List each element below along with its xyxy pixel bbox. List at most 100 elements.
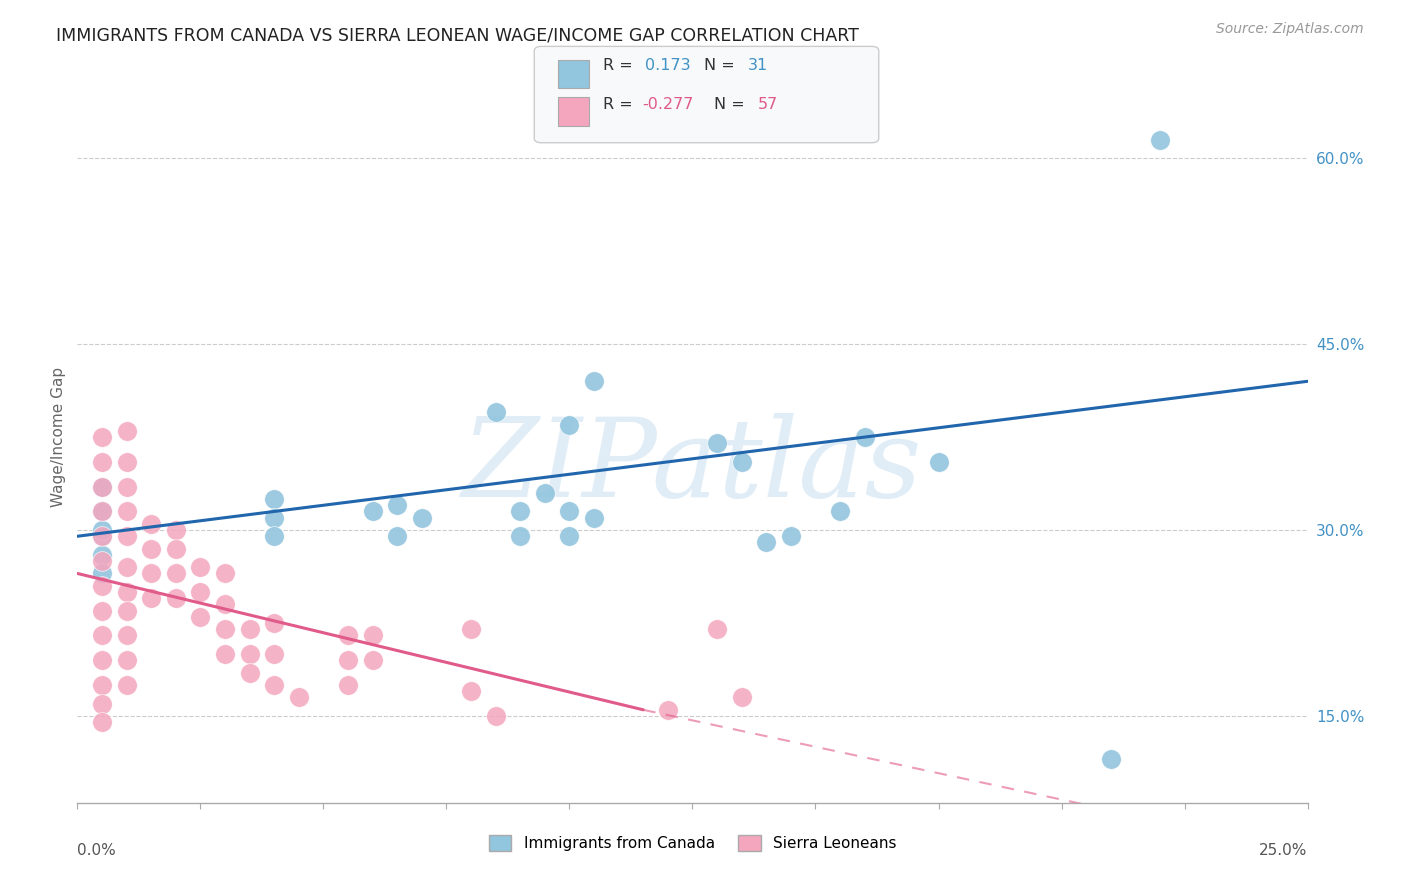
Point xyxy=(583,510,606,524)
Point xyxy=(239,622,262,636)
Point xyxy=(214,566,236,581)
Point xyxy=(165,566,187,581)
Point xyxy=(361,504,384,518)
Point xyxy=(263,491,285,506)
Point xyxy=(165,591,187,606)
Legend: Immigrants from Canada, Sierra Leoneans: Immigrants from Canada, Sierra Leoneans xyxy=(482,830,903,857)
Point xyxy=(90,480,114,494)
Point xyxy=(460,684,482,698)
Point xyxy=(90,678,114,692)
Point xyxy=(90,529,114,543)
Point xyxy=(485,709,508,723)
Point xyxy=(731,690,754,705)
Point xyxy=(485,405,508,419)
Point xyxy=(509,529,531,543)
Point xyxy=(90,455,114,469)
Text: 57: 57 xyxy=(758,97,778,112)
Point xyxy=(558,529,581,543)
Point xyxy=(115,560,138,574)
Point xyxy=(706,436,728,450)
Point xyxy=(361,653,384,667)
Text: ZIPatlas: ZIPatlas xyxy=(463,413,922,520)
Point xyxy=(263,529,285,543)
Text: N =: N = xyxy=(704,58,741,72)
Point xyxy=(263,615,285,630)
Point xyxy=(337,678,360,692)
Text: 0.0%: 0.0% xyxy=(77,843,117,858)
Point xyxy=(214,598,236,612)
Point xyxy=(90,566,114,581)
Point xyxy=(534,486,557,500)
Point xyxy=(706,622,728,636)
Point xyxy=(115,480,138,494)
Point xyxy=(141,591,163,606)
Point xyxy=(731,455,754,469)
Text: 25.0%: 25.0% xyxy=(1260,843,1308,858)
Text: Source: ZipAtlas.com: Source: ZipAtlas.com xyxy=(1216,22,1364,37)
Point xyxy=(90,604,114,618)
Point xyxy=(830,504,852,518)
Point xyxy=(558,504,581,518)
Point xyxy=(115,628,138,642)
Point xyxy=(1099,752,1122,766)
Text: R =: R = xyxy=(603,58,638,72)
Text: N =: N = xyxy=(714,97,751,112)
Point xyxy=(558,417,581,432)
Point xyxy=(141,566,163,581)
Point xyxy=(385,498,409,512)
Point xyxy=(263,647,285,661)
Point xyxy=(115,455,138,469)
Point xyxy=(755,535,778,549)
Point xyxy=(188,560,212,574)
Point xyxy=(928,455,950,469)
Point xyxy=(90,697,114,711)
Text: 31: 31 xyxy=(748,58,768,72)
Point xyxy=(90,548,114,562)
Point xyxy=(165,541,187,556)
Point xyxy=(385,529,409,543)
Point xyxy=(165,523,187,537)
Point xyxy=(90,480,114,494)
Point xyxy=(90,430,114,444)
Text: R =: R = xyxy=(603,97,638,112)
Point xyxy=(90,579,114,593)
Point xyxy=(90,715,114,730)
Point xyxy=(115,529,138,543)
Point xyxy=(90,504,114,518)
Point xyxy=(90,628,114,642)
Point xyxy=(115,504,138,518)
Point xyxy=(115,585,138,599)
Point xyxy=(214,622,236,636)
Point xyxy=(115,604,138,618)
Point xyxy=(1149,132,1171,146)
Text: 0.173: 0.173 xyxy=(645,58,690,72)
Point xyxy=(460,622,482,636)
Point xyxy=(141,541,163,556)
Point xyxy=(90,504,114,518)
Point xyxy=(115,653,138,667)
Point xyxy=(263,510,285,524)
Point xyxy=(188,585,212,599)
Point xyxy=(288,690,311,705)
Point xyxy=(188,610,212,624)
Point xyxy=(239,665,262,680)
Text: IMMIGRANTS FROM CANADA VS SIERRA LEONEAN WAGE/INCOME GAP CORRELATION CHART: IMMIGRANTS FROM CANADA VS SIERRA LEONEAN… xyxy=(56,27,859,45)
Point xyxy=(361,628,384,642)
Point xyxy=(337,653,360,667)
Point xyxy=(263,678,285,692)
Point xyxy=(411,510,433,524)
Point xyxy=(853,430,876,444)
Point xyxy=(337,628,360,642)
Point xyxy=(509,504,531,518)
Point xyxy=(141,516,163,531)
Point xyxy=(239,647,262,661)
Point xyxy=(657,703,679,717)
Point xyxy=(780,529,803,543)
Point xyxy=(90,554,114,568)
Point xyxy=(90,523,114,537)
Y-axis label: Wage/Income Gap: Wage/Income Gap xyxy=(51,367,66,508)
Point xyxy=(115,678,138,692)
Point xyxy=(90,529,114,543)
Text: -0.277: -0.277 xyxy=(643,97,695,112)
Point xyxy=(115,424,138,438)
